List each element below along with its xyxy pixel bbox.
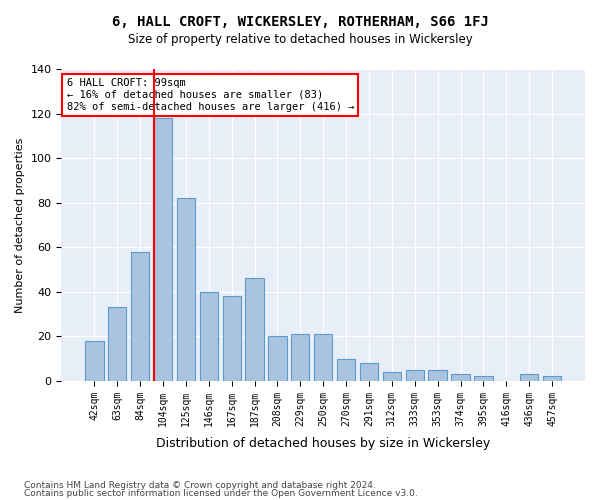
Text: Contains HM Land Registry data © Crown copyright and database right 2024.: Contains HM Land Registry data © Crown c… bbox=[24, 481, 376, 490]
Bar bbox=[245, 278, 264, 381]
Bar bbox=[131, 252, 149, 381]
Bar bbox=[543, 376, 561, 381]
Bar bbox=[428, 370, 447, 381]
Bar bbox=[177, 198, 195, 381]
Bar bbox=[200, 292, 218, 381]
Y-axis label: Number of detached properties: Number of detached properties bbox=[15, 138, 25, 312]
Text: 6 HALL CROFT: 99sqm
← 16% of detached houses are smaller (83)
82% of semi-detach: 6 HALL CROFT: 99sqm ← 16% of detached ho… bbox=[67, 78, 354, 112]
Bar bbox=[406, 370, 424, 381]
Bar bbox=[108, 308, 127, 381]
Bar bbox=[383, 372, 401, 381]
Bar bbox=[337, 358, 355, 381]
Bar bbox=[360, 363, 378, 381]
Bar bbox=[451, 374, 470, 381]
Text: Contains public sector information licensed under the Open Government Licence v3: Contains public sector information licen… bbox=[24, 488, 418, 498]
Bar bbox=[474, 376, 493, 381]
Bar bbox=[154, 118, 172, 381]
Bar bbox=[223, 296, 241, 381]
Bar bbox=[291, 334, 310, 381]
Text: Size of property relative to detached houses in Wickersley: Size of property relative to detached ho… bbox=[128, 32, 472, 46]
Bar bbox=[268, 336, 287, 381]
X-axis label: Distribution of detached houses by size in Wickersley: Distribution of detached houses by size … bbox=[156, 437, 490, 450]
Bar bbox=[520, 374, 538, 381]
Bar bbox=[314, 334, 332, 381]
Text: 6, HALL CROFT, WICKERSLEY, ROTHERHAM, S66 1FJ: 6, HALL CROFT, WICKERSLEY, ROTHERHAM, S6… bbox=[112, 15, 488, 29]
Bar bbox=[85, 341, 104, 381]
